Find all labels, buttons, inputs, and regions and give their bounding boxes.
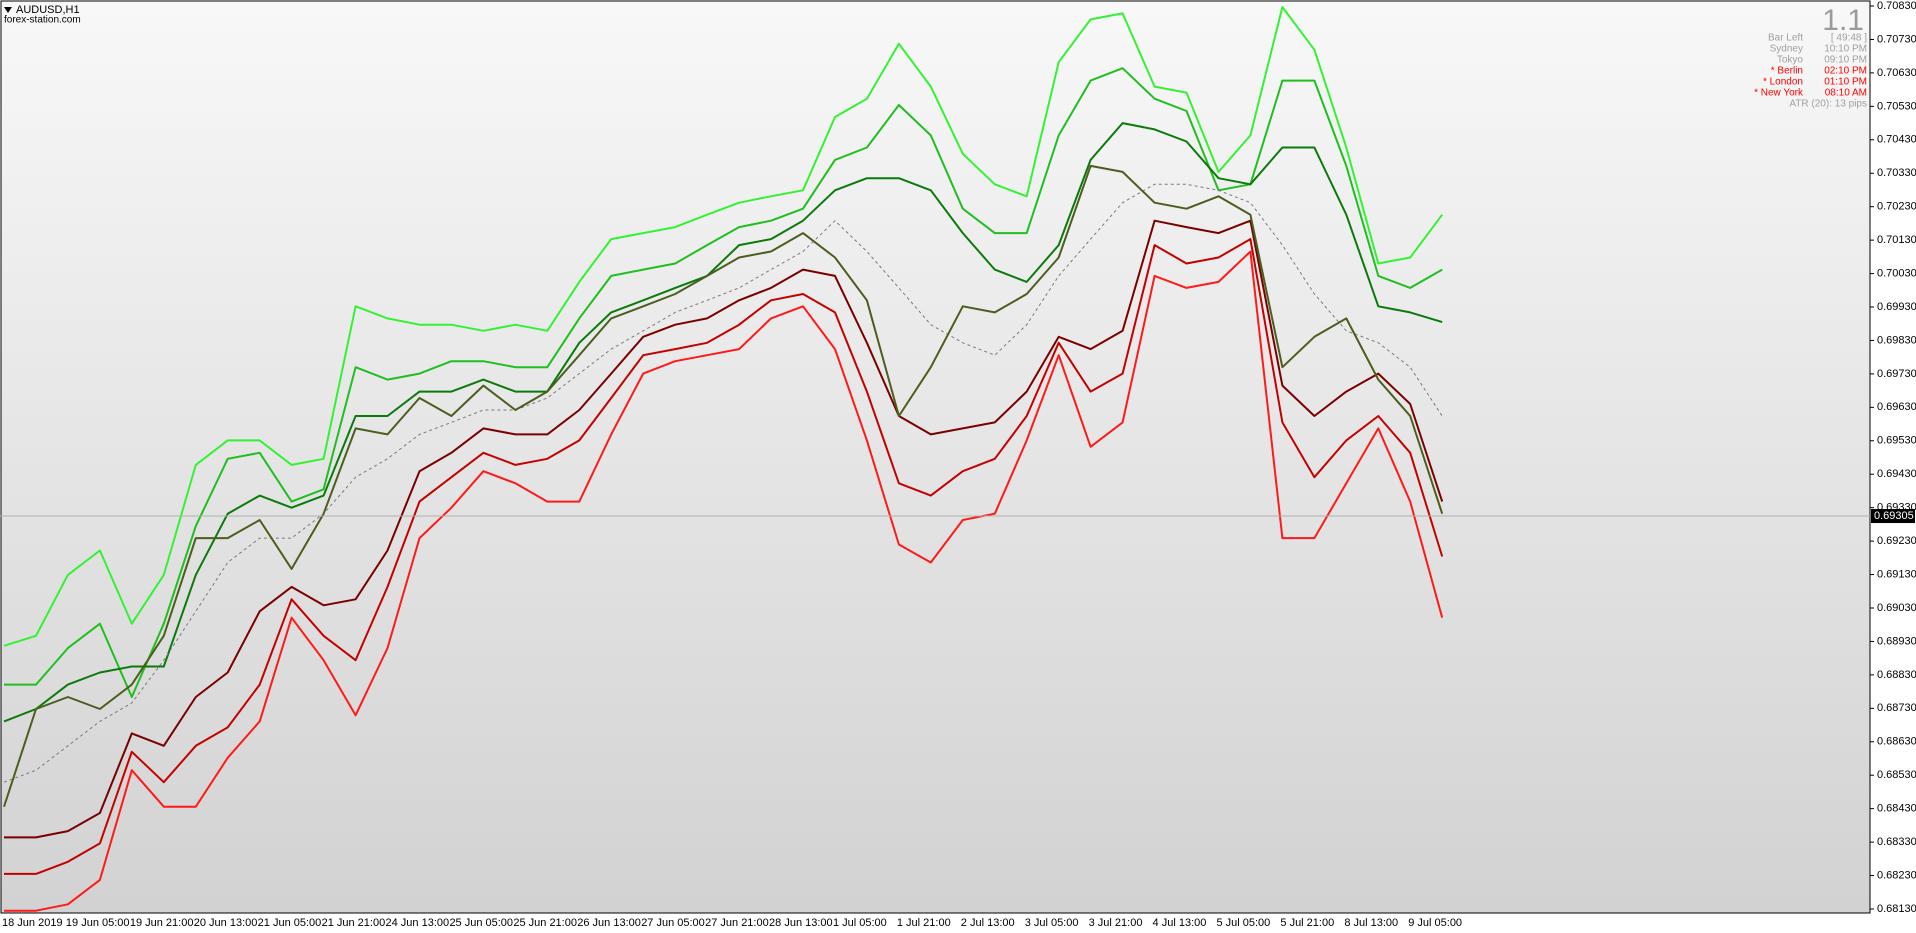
y-tick-label: 0.70330 xyxy=(1877,167,1916,179)
info-label: * Berlin xyxy=(1771,66,1803,77)
x-tick-label: 25 Jun 21:00 xyxy=(513,917,577,929)
series-line xyxy=(4,238,1444,875)
y-tick-label: 0.68130 xyxy=(1877,903,1916,915)
x-tick-label: 19 Jun 21:00 xyxy=(130,917,194,929)
x-tick-label: 27 Jun 05:00 xyxy=(641,917,705,929)
series-line xyxy=(4,250,1444,912)
series-line xyxy=(3,164,1444,808)
info-value: 09:10 PM xyxy=(1824,55,1867,66)
x-tick-label: 21 Jun 05:00 xyxy=(258,917,322,929)
x-tick-label: 21 Jun 21:00 xyxy=(322,917,386,929)
x-tick-label: 20 Jun 13:00 xyxy=(194,917,258,929)
x-tick-label: 5 Jul 05:00 xyxy=(1216,917,1270,929)
x-tick-label: 1 Jul 21:00 xyxy=(897,917,951,929)
y-tick-label: 0.68330 xyxy=(1877,836,1916,848)
y-tick-label: 0.68230 xyxy=(1877,869,1916,881)
y-tick-label: 0.68930 xyxy=(1877,635,1916,647)
x-tick-label: 19 Jun 05:00 xyxy=(66,917,130,929)
y-tick-label: 0.69330 xyxy=(1877,502,1916,514)
y-tick-label: 0.70730 xyxy=(1877,33,1916,45)
series-line xyxy=(3,6,1444,647)
y-tick-label: 0.70430 xyxy=(1877,134,1916,146)
x-tick-label: 3 Jul 21:00 xyxy=(1089,917,1143,929)
y-tick-label: 0.69730 xyxy=(1877,368,1916,380)
chart-title: AUDUSD,H1 xyxy=(16,4,80,16)
y-tick-label: 0.68730 xyxy=(1877,702,1916,714)
x-tick-label: 3 Jul 05:00 xyxy=(1025,917,1079,929)
info-value: 01:10 PM xyxy=(1824,77,1867,88)
x-tick-label: 2 Jul 13:00 xyxy=(961,917,1015,929)
y-tick-label: 0.70530 xyxy=(1877,100,1916,112)
series-line xyxy=(4,67,1443,698)
y-tick-label: 0.70630 xyxy=(1877,67,1916,79)
y-tick-label: 0.69630 xyxy=(1877,401,1916,413)
x-tick-label: 25 Jun 05:00 xyxy=(449,917,513,929)
info-value: 08:10 AM xyxy=(1825,88,1867,99)
x-tick-label: 9 Jul 05:00 xyxy=(1408,917,1462,929)
y-tick-label: 0.68630 xyxy=(1877,736,1916,748)
series-layer xyxy=(3,6,1444,912)
x-tick-label: 24 Jun 13:00 xyxy=(386,917,450,929)
x-tick-label: 18 Jun 2019 xyxy=(2,917,63,929)
y-tick-label: 0.69930 xyxy=(1877,301,1916,313)
current-price-label: 0.69305 xyxy=(1874,510,1914,522)
info-label: Sydney xyxy=(1770,44,1803,55)
x-tick-label: 28 Jun 13:00 xyxy=(769,917,833,929)
info-value: [ 49:48 ] xyxy=(1831,33,1867,44)
x-tick-label: 8 Jul 13:00 xyxy=(1344,917,1398,929)
x-tick-label: 5 Jul 21:00 xyxy=(1280,917,1334,929)
version: 1.1 xyxy=(1822,4,1864,37)
y-tick-label: 0.70030 xyxy=(1877,267,1916,279)
x-tick-label: 4 Jul 13:00 xyxy=(1153,917,1207,929)
y-tick-label: 0.68830 xyxy=(1877,669,1916,681)
x-tick-label: 27 Jun 21:00 xyxy=(705,917,769,929)
y-tick-label: 0.69430 xyxy=(1877,468,1916,480)
y-tick-label: 0.69530 xyxy=(1877,435,1916,447)
y-tick-label: 0.70830 xyxy=(1877,0,1916,12)
y-tick-label: 0.69830 xyxy=(1877,334,1916,346)
y-tick-label: 0.70230 xyxy=(1877,201,1916,213)
series-line xyxy=(4,219,1444,839)
series-line xyxy=(3,122,1443,723)
series-line xyxy=(3,183,1443,783)
menu-icon[interactable] xyxy=(4,7,12,13)
info-value: 02:10 PM xyxy=(1824,66,1867,77)
x-tick-label: 1 Jul 05:00 xyxy=(833,917,887,929)
current-price-box xyxy=(1871,509,1915,524)
y-tick-label: 0.69130 xyxy=(1877,568,1916,580)
info-label: * New York xyxy=(1754,88,1804,99)
y-tick-label: 0.70130 xyxy=(1877,234,1916,246)
info-label: Tokyo xyxy=(1777,55,1804,66)
y-tick-label: 0.68530 xyxy=(1877,769,1916,781)
plot-area xyxy=(0,0,1871,914)
y-tick-label: 0.69230 xyxy=(1877,535,1916,547)
info-label: * London xyxy=(1763,77,1803,88)
x-tick-label: 26 Jun 13:00 xyxy=(577,917,641,929)
y-tick-label: 0.69030 xyxy=(1877,602,1916,614)
info-value: 10:10 PM xyxy=(1824,44,1867,55)
chart-subtitle: forex-station.com xyxy=(4,15,81,26)
info-label: Bar Left xyxy=(1768,33,1803,44)
y-tick-label: 0.68430 xyxy=(1877,803,1916,815)
atr-label: ATR (20): 13 pips xyxy=(1789,99,1867,110)
